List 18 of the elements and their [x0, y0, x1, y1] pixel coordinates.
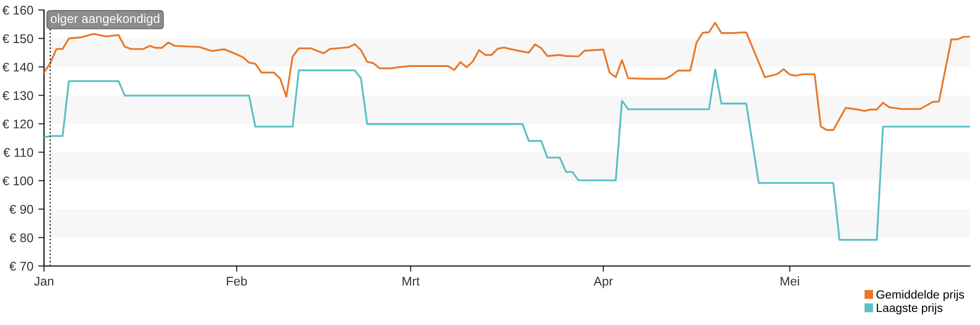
x-tick-label: Feb [226, 276, 247, 286]
legend-label: Gemiddelde prijs [876, 290, 964, 302]
y-tick-label: € 90 [9, 204, 34, 214]
y-tick-label: € 100 [2, 176, 34, 186]
y-tick-label: € 150 [2, 34, 34, 44]
x-tick-label: Mrt [402, 276, 420, 286]
ref-line-label: olger aangekondigd [50, 14, 160, 26]
y-tick-label: € 110 [3, 148, 34, 157]
legend-label: Laagste prijs [876, 303, 942, 314]
y-tick-label: € 80 [9, 233, 34, 242]
x-tick-label: Apr [594, 276, 613, 288]
y-tick-label: € 130 [2, 91, 34, 100]
x-tick-label: Mei [780, 276, 799, 286]
y-tick-label: € 140 [2, 62, 34, 72]
x-tick-label: Jan [34, 276, 54, 286]
y-tick-label: € 120 [2, 120, 34, 128]
y-tick-label: € 70 [9, 262, 34, 271]
y-tick-label: € 160 [2, 6, 34, 15]
